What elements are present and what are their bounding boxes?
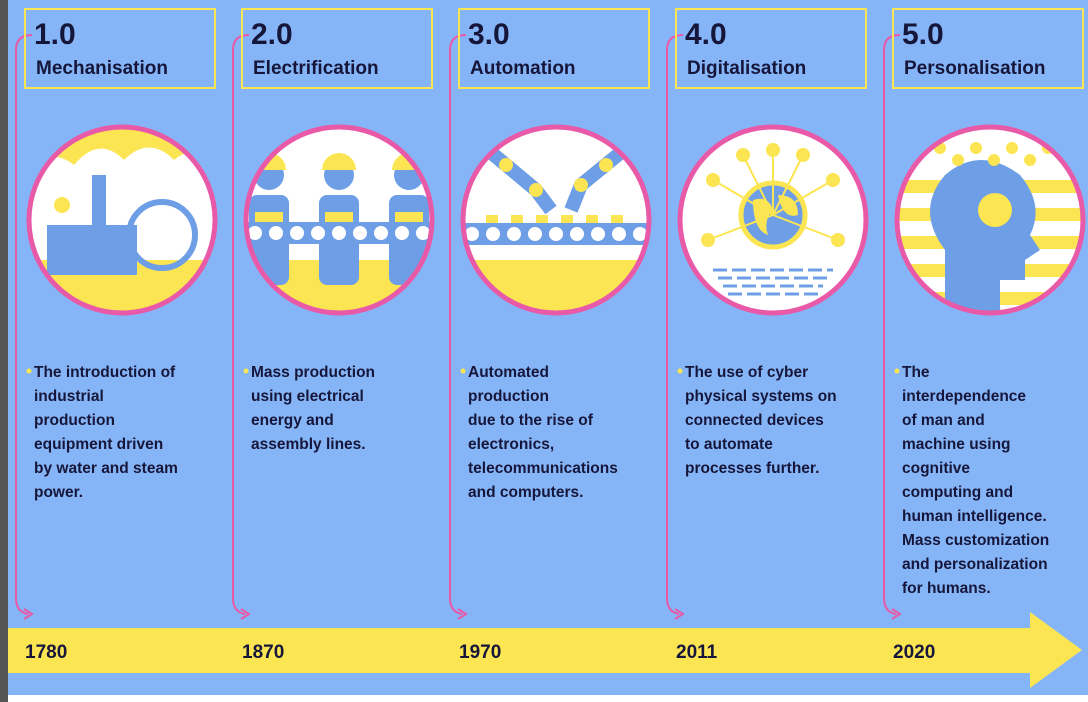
bullet: [895, 369, 900, 374]
stage-version: 3.0: [468, 18, 510, 51]
part: [536, 215, 548, 223]
bullet: [678, 369, 683, 374]
lamp: [54, 197, 70, 213]
dot: [952, 154, 964, 166]
stage-title: Mechanisation: [36, 58, 168, 79]
description-line: industrial: [34, 388, 104, 405]
roller: [528, 227, 542, 241]
roller: [374, 226, 388, 240]
description-line: telecommunications: [468, 460, 618, 477]
description-line: of man and: [902, 412, 985, 429]
description-line: Mass production: [251, 364, 375, 381]
description-line: processes further.: [685, 460, 819, 477]
year-label: 2020: [893, 642, 935, 663]
bullet: [27, 369, 32, 374]
node: [706, 173, 720, 187]
description-line: due to the rise of: [468, 412, 594, 429]
description-line: The introduction of: [34, 364, 176, 381]
description-line: and personalization: [902, 556, 1048, 573]
part: [611, 215, 623, 223]
joint: [574, 178, 588, 192]
year-label: 1780: [25, 642, 67, 663]
stage-version: 1.0: [34, 18, 76, 51]
description-line: cognitive: [902, 460, 970, 477]
bullet: [244, 369, 249, 374]
stage-version: 5.0: [902, 18, 944, 51]
bullet: [461, 369, 466, 374]
roller: [311, 226, 325, 240]
node: [826, 173, 840, 187]
stage-title: Digitalisation: [687, 58, 806, 79]
part: [486, 215, 498, 223]
roller: [612, 227, 626, 241]
stage-title: Electrification: [253, 58, 379, 79]
roller: [395, 226, 409, 240]
year-label: 1870: [242, 642, 284, 663]
node: [701, 233, 715, 247]
description-line: Automated: [468, 364, 549, 381]
stage-version: 4.0: [685, 18, 727, 51]
node: [831, 233, 845, 247]
part: [586, 215, 598, 223]
dot: [1006, 142, 1018, 154]
description-line: The use of cyber: [685, 364, 808, 381]
node: [736, 148, 750, 162]
part: [511, 215, 523, 223]
description-line: for humans.: [902, 580, 991, 597]
stage-title: Personalisation: [904, 58, 1046, 79]
description-line: to automate: [685, 436, 773, 453]
node: [766, 143, 780, 157]
roller: [549, 227, 563, 241]
year-label: 2011: [676, 642, 718, 663]
description-line: and computers.: [468, 484, 583, 501]
dot: [1024, 154, 1036, 166]
roller: [332, 226, 346, 240]
bulb: [978, 193, 1012, 227]
description-line: energy and: [251, 412, 334, 429]
description-line: Mass customization: [902, 532, 1049, 549]
description-line: using electrical: [251, 388, 364, 405]
infographic: 1.0 Mechanisation The introduction of indus…: [0, 0, 1088, 702]
node: [796, 148, 810, 162]
joint: [499, 158, 513, 172]
roller: [507, 227, 521, 241]
dot: [970, 142, 982, 154]
boiler: [47, 225, 137, 275]
stage-version: 2.0: [251, 18, 293, 51]
description-line: interdependence: [902, 388, 1026, 405]
roller: [269, 226, 283, 240]
description-line: production: [468, 388, 549, 405]
description-line: computing and: [902, 484, 1013, 501]
part: [561, 215, 573, 223]
joint: [599, 158, 613, 172]
description-line: assembly lines.: [251, 436, 366, 453]
roller: [353, 226, 367, 240]
description-line: electronics,: [468, 436, 554, 453]
roller: [570, 227, 584, 241]
description-line: power.: [34, 484, 83, 501]
joint: [529, 183, 543, 197]
roller: [290, 226, 304, 240]
year-label: 1970: [459, 642, 501, 663]
description-line: production: [34, 412, 115, 429]
dot: [988, 154, 1000, 166]
left-border: [0, 0, 8, 702]
description-line: equipment driven: [34, 436, 163, 453]
description-line: connected devices: [685, 412, 824, 429]
description-line: physical systems on: [685, 388, 837, 405]
description-line: human intelligence.: [902, 508, 1047, 525]
stage-title: Automation: [470, 58, 576, 79]
description-line: The: [902, 364, 930, 381]
description-line: by water and steam: [34, 460, 178, 477]
roller: [591, 227, 605, 241]
roller: [486, 227, 500, 241]
description-line: machine using: [902, 436, 1011, 453]
